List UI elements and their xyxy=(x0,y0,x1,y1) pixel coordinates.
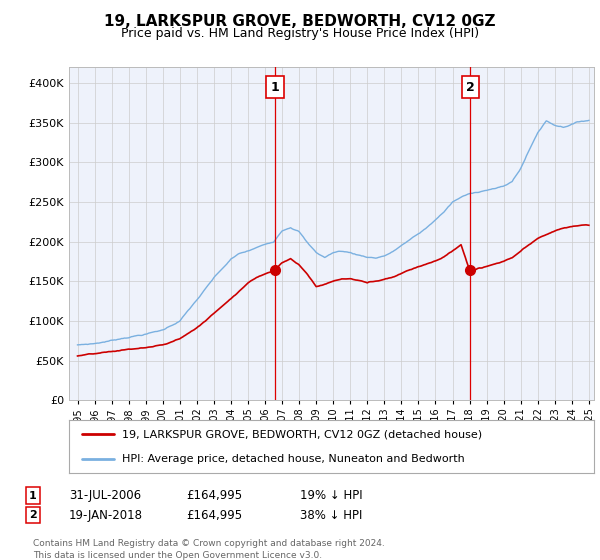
Text: 1: 1 xyxy=(29,491,37,501)
Text: 1: 1 xyxy=(271,81,279,94)
Text: 2: 2 xyxy=(29,510,37,520)
Text: £164,995: £164,995 xyxy=(186,508,242,522)
Text: 19-JAN-2018: 19-JAN-2018 xyxy=(69,508,143,522)
Text: Price paid vs. HM Land Registry's House Price Index (HPI): Price paid vs. HM Land Registry's House … xyxy=(121,27,479,40)
Text: 19, LARKSPUR GROVE, BEDWORTH, CV12 0GZ: 19, LARKSPUR GROVE, BEDWORTH, CV12 0GZ xyxy=(104,14,496,29)
Text: 38% ↓ HPI: 38% ↓ HPI xyxy=(300,508,362,522)
Text: 31-JUL-2006: 31-JUL-2006 xyxy=(69,489,141,502)
Text: 19% ↓ HPI: 19% ↓ HPI xyxy=(300,489,362,502)
Text: 2: 2 xyxy=(466,81,475,94)
Text: 19, LARKSPUR GROVE, BEDWORTH, CV12 0GZ (detached house): 19, LARKSPUR GROVE, BEDWORTH, CV12 0GZ (… xyxy=(121,430,482,440)
Text: HPI: Average price, detached house, Nuneaton and Bedworth: HPI: Average price, detached house, Nune… xyxy=(121,454,464,464)
Text: £164,995: £164,995 xyxy=(186,489,242,502)
Text: Contains HM Land Registry data © Crown copyright and database right 2024.
This d: Contains HM Land Registry data © Crown c… xyxy=(33,539,385,560)
